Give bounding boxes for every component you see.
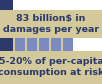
Bar	[0, 0, 13, 10]
Bar	[13, 38, 15, 51]
Bar	[0, 38, 13, 51]
Bar	[37, 38, 39, 51]
Bar	[51, 38, 61, 51]
Bar	[49, 38, 51, 51]
Bar	[27, 38, 37, 51]
Bar	[15, 38, 25, 51]
Bar	[39, 38, 49, 51]
Bar	[25, 38, 27, 51]
Text: 5-20% of per-capita
consumption at risk: 5-20% of per-capita consumption at risk	[0, 57, 102, 77]
Bar	[73, 38, 102, 51]
Bar	[63, 38, 73, 51]
Text: 83 billion$ in
damages per year: 83 billion$ in damages per year	[3, 14, 99, 34]
Bar	[61, 38, 63, 51]
Bar	[13, 0, 102, 10]
